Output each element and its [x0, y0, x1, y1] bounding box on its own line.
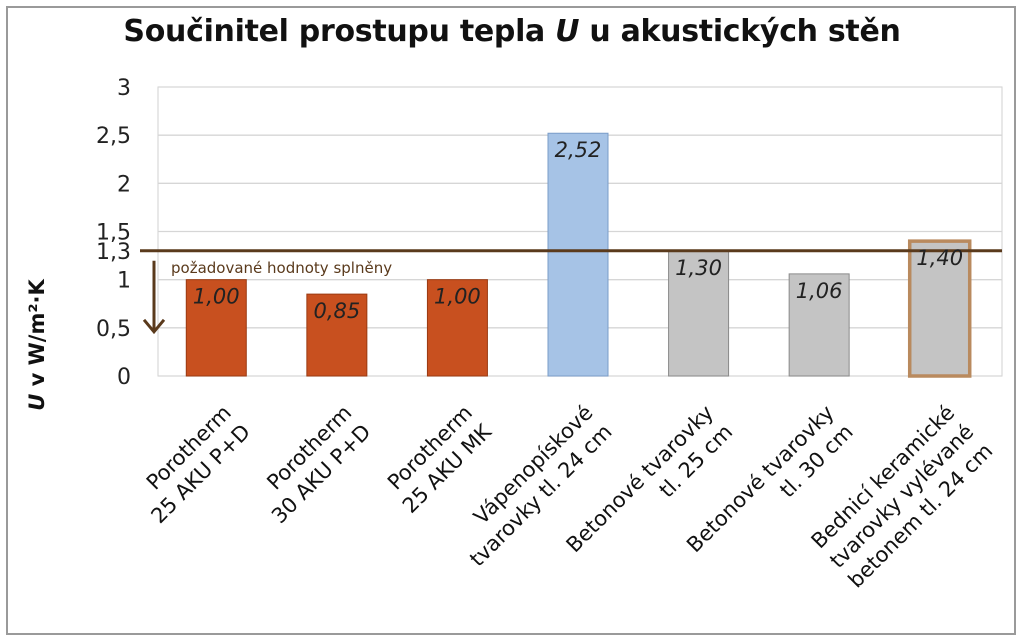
value-label: 1,00	[193, 285, 240, 309]
bar	[185, 279, 247, 377]
y-tick-label: 2,5	[96, 124, 131, 149]
value-label: 2,52	[555, 138, 602, 162]
y-axis-title: U v W/m²·K	[25, 279, 49, 411]
bar	[306, 293, 368, 377]
y-tick-label: 1,5	[96, 221, 131, 246]
reference-note: požadované hodnoty splněny	[171, 259, 392, 277]
y-axis-label: U v W/m²·K	[25, 279, 49, 411]
y-tick-label: 0,5	[96, 317, 131, 342]
y-tick-label: 0	[117, 365, 131, 390]
bar	[426, 279, 488, 377]
y-tick-label: 3	[117, 76, 131, 101]
chart-title: Součinitel prostupu tepla U u akustickýc…	[123, 14, 901, 49]
value-label: 1,40	[916, 246, 963, 270]
bar	[907, 239, 972, 378]
arrow-head-icon	[142, 318, 166, 335]
y-axis-title-text: U v W/m²·K	[25, 279, 49, 411]
reference-line-group: 1,3 požadované hodnoty splněny	[96, 240, 1002, 335]
y-tick-label: 2	[117, 172, 131, 197]
value-labels: 1,00 0,85 1,00 2,52 1,30 1,06 1,40	[193, 138, 963, 323]
value-label: 1,06	[796, 279, 843, 303]
value-label: 1,30	[675, 256, 722, 280]
y-tick-labels: 0 0,5 1 1,5 2 2,5 3	[96, 76, 131, 390]
y-tick-label: 1	[117, 269, 131, 294]
reference-value-label: 1,3	[96, 240, 131, 265]
bars	[185, 132, 972, 378]
value-label: 0,85	[313, 299, 360, 323]
value-label: 1,00	[434, 285, 481, 309]
bar	[788, 273, 850, 377]
bar	[547, 132, 609, 377]
